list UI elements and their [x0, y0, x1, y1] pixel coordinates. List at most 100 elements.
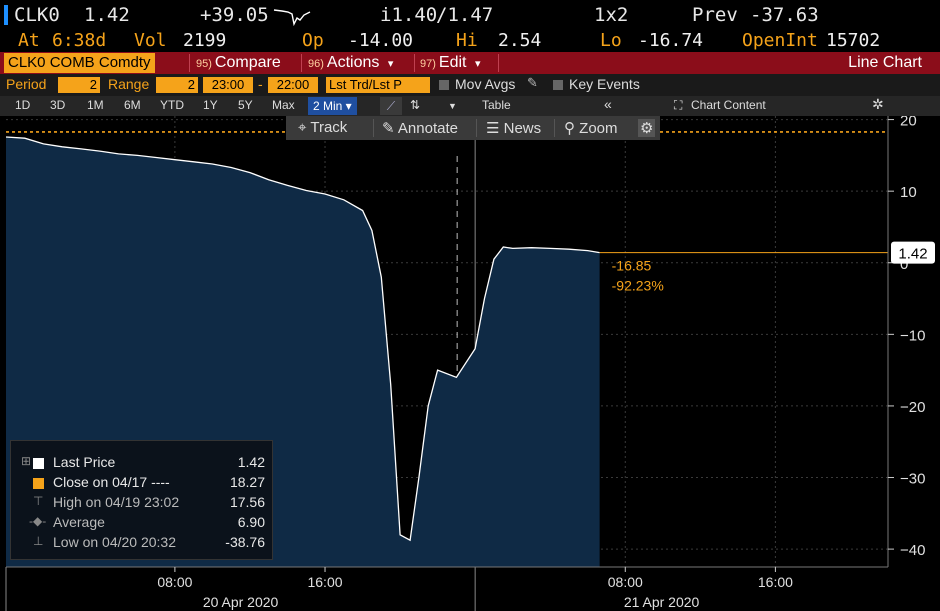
sparkline-icon	[273, 9, 311, 26]
search-icon: ⚲	[564, 120, 575, 137]
legend-row-close: Close on 04/17 ---- 18.27	[19, 473, 269, 493]
compare-button[interactable]: 95) Compare	[196, 52, 281, 74]
zoom-label: Zoom	[579, 120, 618, 137]
last-price: 1.42	[84, 4, 130, 26]
edit-label: Edit	[438, 54, 467, 71]
gear-icon[interactable]: ⚙	[638, 119, 656, 137]
divider	[189, 54, 190, 72]
line-chart-icon[interactable]: ⟋	[380, 97, 402, 115]
range-6m[interactable]: 6M	[124, 98, 141, 112]
range-field[interactable]: 2	[156, 77, 198, 93]
prev-value: -37.63	[750, 4, 819, 26]
end-time-field[interactable]: 22:00	[268, 77, 318, 93]
expand-icon[interactable]: ⊞	[21, 454, 32, 468]
news-label: News	[503, 120, 542, 137]
mov-avgs-checkbox[interactable]	[439, 80, 449, 90]
open-label: Op	[302, 30, 324, 51]
chevron-down-icon: ▾	[474, 58, 481, 70]
security-field[interactable]: CLK0 COMB Comdty	[4, 53, 155, 73]
interval-dropdown[interactable]: 2 Min ▾	[308, 97, 357, 115]
x-date-label: 20 Apr 2020	[203, 594, 279, 610]
bar-type-icon[interactable]: ⇅	[410, 98, 421, 112]
period-controls: Period 2 Range 2 23:00 - 22:00 Lst Trd/L…	[0, 74, 940, 96]
chevron-down-icon[interactable]: ▼	[448, 101, 457, 111]
track-button[interactable]: ⌖ Track	[298, 119, 347, 136]
legend-name: Average	[53, 514, 105, 530]
y-axis: 20 10 0 −10 −20 −30 −40	[887, 116, 925, 567]
open-interest-value: 15702	[826, 30, 881, 51]
edit-menu[interactable]: 97) Edit ▾	[420, 52, 480, 74]
legend-value: -38.76	[225, 534, 265, 550]
legend-swatch-orange	[33, 478, 44, 489]
divider	[373, 119, 374, 137]
annotate-label: Annotate	[397, 120, 458, 137]
pencil-icon: ✎	[382, 120, 395, 137]
last-price-tag: 1.42	[891, 241, 935, 264]
window-title: Line Chart	[848, 54, 922, 71]
legend-value: 18.27	[229, 474, 265, 490]
key-events-checkbox[interactable]	[553, 80, 563, 90]
bid-price: i1.40	[380, 4, 438, 26]
high-label: Hi	[456, 30, 478, 51]
collapse-icon[interactable]: «	[604, 96, 612, 112]
range-ytd[interactable]: YTD	[160, 98, 184, 112]
divider	[498, 54, 499, 72]
quote-header: CLK0 1.42 +39.05 i1.40 /1.47 1x2 Prev -3…	[0, 0, 940, 30]
legend-row-high: ⊤ High on 04/19 23:02 17.56	[19, 493, 269, 513]
range-3d[interactable]: 3D	[50, 98, 66, 112]
legend-value: 6.90	[237, 514, 265, 530]
track-label: Track	[310, 119, 348, 136]
open-value: -14.00	[348, 30, 414, 51]
y-tick-label: −10	[900, 327, 925, 344]
legend-row-low: ⊥ Low on 04/20 20:32 -38.76	[19, 533, 269, 553]
legend-name: Close on 04/17 ----	[53, 474, 170, 490]
chart-icon: ⛶	[674, 98, 683, 112]
actions-label: Actions	[326, 54, 380, 71]
range-1y[interactable]: 1Y	[203, 98, 218, 112]
chart-legend: ⊞ Last Price 1.42 Close on 04/17 ---- 18…	[10, 440, 273, 560]
y-tick-label: −20	[900, 399, 925, 416]
high-value: 2.54	[498, 30, 542, 51]
vol-value: 2199	[183, 30, 227, 51]
ticker-marker	[4, 5, 8, 25]
compare-num: 95)	[196, 58, 212, 70]
table-button[interactable]: Table	[482, 98, 511, 112]
pencil-icon[interactable]: ✎	[527, 76, 538, 91]
last-price-tag-box	[891, 241, 935, 264]
last-trade-dropdown[interactable]: Lst Trd/Lst P	[326, 77, 430, 93]
crosshair-icon: ⌖	[298, 119, 307, 136]
range-1m[interactable]: 1M	[87, 98, 104, 112]
zoom-button[interactable]: ⚲ Zoom	[564, 119, 618, 137]
high-marker-icon: ⊤	[33, 494, 44, 508]
chart-content-button[interactable]: Chart Content	[691, 98, 766, 112]
actions-menu[interactable]: 96) Actions ▾	[308, 52, 393, 74]
period-field[interactable]: 2	[58, 77, 100, 93]
legend-name: High on 04/19 23:02	[53, 494, 180, 510]
change-pct-label: -92.23%	[612, 278, 664, 294]
prev-label: Prev	[692, 4, 738, 26]
legend-name: Low on 04/20 20:32	[53, 534, 176, 550]
x-date-label: 21 Apr 2020	[624, 594, 700, 610]
change-abs-label: -16.85	[612, 258, 652, 274]
bid-ask-size: 1x2	[594, 4, 629, 26]
range-5y[interactable]: 5Y	[238, 98, 253, 112]
news-button[interactable]: ☰ News	[486, 119, 541, 137]
settings-gear-icon[interactable]: ✲	[872, 96, 884, 112]
vol-label: Vol	[134, 30, 167, 51]
low-label: Lo	[600, 30, 622, 51]
price-line	[5, 136, 600, 542]
range-label: Range	[108, 76, 150, 92]
price-change: +39.05	[200, 4, 269, 26]
edit-num: 97)	[420, 58, 436, 70]
at-label: At	[18, 30, 40, 51]
range-max[interactable]: Max	[272, 98, 295, 112]
range-1d[interactable]: 1D	[15, 98, 31, 112]
x-tick-label: 16:00	[307, 574, 342, 590]
annotate-button[interactable]: ✎ Annotate	[382, 119, 458, 137]
x-tick-label: 08:00	[157, 574, 192, 590]
last-price-tag-text: 1.42	[898, 246, 927, 263]
y-tick-label: −40	[900, 542, 925, 559]
divider	[554, 119, 555, 137]
start-time-field[interactable]: 23:00	[203, 77, 253, 93]
